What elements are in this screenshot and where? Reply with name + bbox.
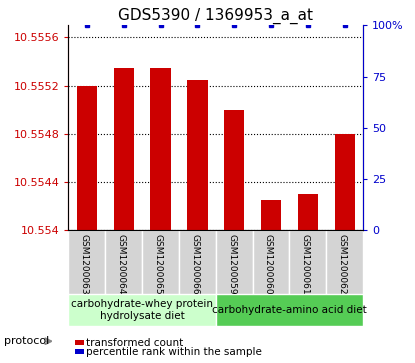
Text: GSM1200063: GSM1200063 bbox=[80, 234, 89, 294]
Text: GSM1200066: GSM1200066 bbox=[190, 234, 199, 294]
Bar bbox=[290, 231, 326, 294]
Bar bbox=[224, 110, 244, 231]
Bar bbox=[179, 231, 216, 294]
Text: GSM1200064: GSM1200064 bbox=[117, 234, 126, 294]
Bar bbox=[326, 231, 363, 294]
Bar bbox=[105, 231, 142, 294]
Text: GSM1200059: GSM1200059 bbox=[227, 234, 236, 294]
Bar bbox=[77, 86, 97, 231]
Bar bbox=[142, 231, 179, 294]
Bar bbox=[114, 68, 134, 231]
Text: carbohydrate-amino acid diet: carbohydrate-amino acid diet bbox=[212, 305, 367, 315]
Text: GSM1200060: GSM1200060 bbox=[264, 234, 273, 294]
Bar bbox=[187, 80, 208, 231]
Text: GSM1200062: GSM1200062 bbox=[337, 234, 347, 294]
Text: carbohydrate-whey protein
hydrolysate diet: carbohydrate-whey protein hydrolysate di… bbox=[71, 299, 213, 321]
Bar bbox=[216, 231, 253, 294]
Title: GDS5390 / 1369953_a_at: GDS5390 / 1369953_a_at bbox=[118, 8, 313, 24]
Text: GSM1200061: GSM1200061 bbox=[301, 234, 310, 294]
Text: protocol: protocol bbox=[4, 336, 49, 346]
Bar bbox=[216, 294, 363, 326]
Bar bbox=[261, 200, 281, 231]
Bar bbox=[334, 134, 355, 231]
Bar bbox=[298, 194, 318, 231]
Text: percentile rank within the sample: percentile rank within the sample bbox=[86, 347, 262, 357]
Bar bbox=[68, 294, 216, 326]
Text: GSM1200065: GSM1200065 bbox=[154, 234, 162, 294]
Bar bbox=[150, 68, 171, 231]
Bar bbox=[68, 231, 105, 294]
Text: transformed count: transformed count bbox=[86, 338, 183, 348]
Bar bbox=[253, 231, 290, 294]
